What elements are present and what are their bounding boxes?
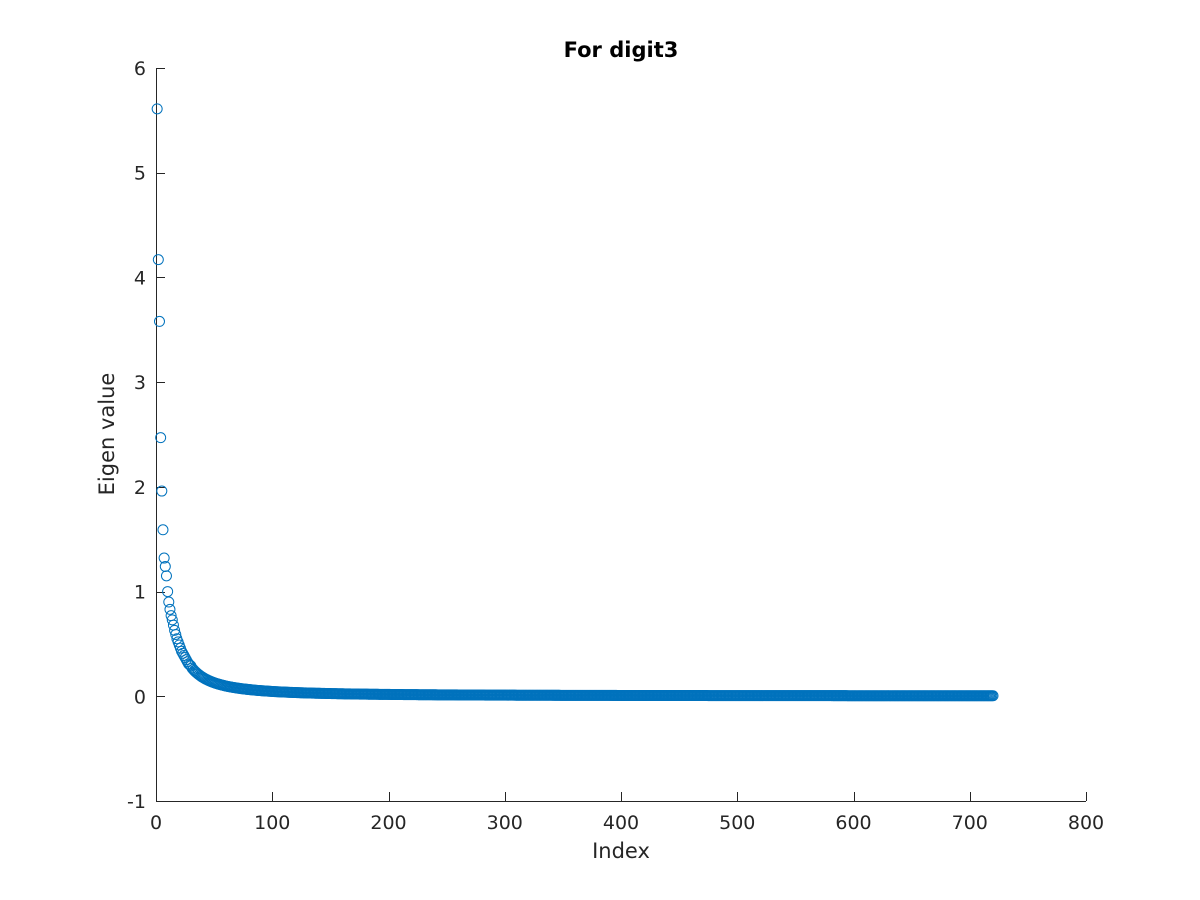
x-tick-label: 600 <box>835 812 871 834</box>
x-tick-label: 100 <box>254 812 290 834</box>
data-point <box>156 485 168 497</box>
x-tick-label: 300 <box>487 812 523 834</box>
data-point <box>155 432 167 444</box>
data-point <box>163 596 175 608</box>
data-points <box>151 103 999 702</box>
y-tick-label: 0 <box>134 686 146 708</box>
data-point <box>166 614 178 626</box>
data-point <box>152 254 164 266</box>
x-tick-label: 400 <box>603 812 639 834</box>
y-tick-label: 4 <box>134 267 146 289</box>
y-tick-label: -1 <box>127 791 146 813</box>
data-point <box>169 624 181 636</box>
data-point <box>158 552 170 564</box>
chart-title: For digit3 <box>564 38 679 62</box>
y-axis-label: Eigen value <box>95 373 119 496</box>
data-point <box>153 315 165 327</box>
data-point <box>160 570 172 582</box>
x-tick-label: 200 <box>370 812 406 834</box>
x-ticks: 0 100 200 300 400 500 600 700 800 <box>150 792 1104 834</box>
x-tick-label: 800 <box>1068 812 1104 834</box>
x-tick-label: 0 <box>150 812 162 834</box>
x-tick-label: 700 <box>952 812 988 834</box>
y-tick-label: 1 <box>134 582 146 604</box>
y-tick-label: 2 <box>134 477 146 499</box>
x-axis-label: Index <box>592 839 650 863</box>
data-point <box>162 586 174 598</box>
y-tick-label: 3 <box>134 372 146 394</box>
data-point <box>164 603 176 615</box>
data-point <box>987 690 999 702</box>
y-tick-label: 5 <box>134 163 146 185</box>
x-tick-label: 500 <box>719 812 755 834</box>
y-tick-label: 6 <box>134 58 146 80</box>
data-point <box>157 524 169 536</box>
y-ticks: -1 0 1 2 3 4 5 6 <box>127 58 165 813</box>
data-point <box>170 629 182 640</box>
data-point <box>151 103 163 115</box>
